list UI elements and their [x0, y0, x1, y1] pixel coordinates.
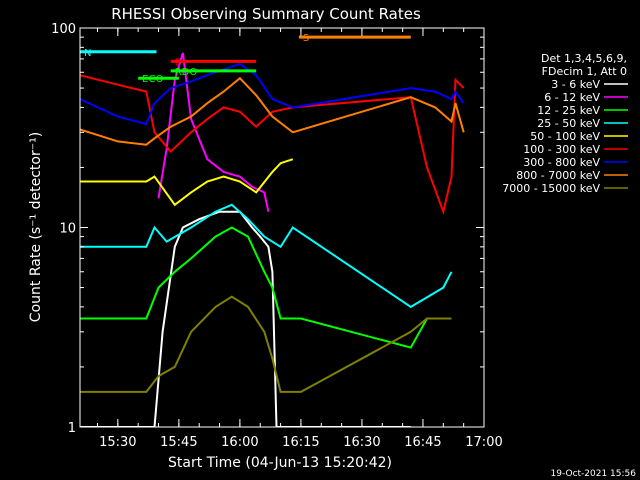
- legend-entry-label: 50 - 100 keV: [530, 130, 600, 143]
- x-tick-label: 16:15: [282, 435, 319, 450]
- series-line-3-6keV: [80, 210, 411, 427]
- legend-entry-label: 100 - 300 keV: [523, 143, 600, 156]
- x-tick-label: 16:30: [343, 435, 380, 450]
- series-line-800-7000keV: [80, 76, 465, 146]
- legend-entry-label: 6 - 12 keV: [544, 91, 600, 104]
- flag-label-F: F: [175, 57, 181, 68]
- axes: 1 10 100 15:30 15:45 16:00 16:15 16:30 16:45 17:0…: [51, 22, 503, 450]
- legend-entry-label: 3 - 6 keV: [551, 78, 600, 91]
- x-tick-label: 15:30: [99, 435, 136, 450]
- series-line-300-800keV: [80, 62, 465, 126]
- y-axis-label: Count Rate (s⁻¹ detector⁻¹): [28, 132, 44, 322]
- x-tick-label: 16:00: [221, 435, 258, 450]
- flag-label-RDO: RDO: [175, 67, 198, 78]
- legend-entry-label: 7000 - 15000 keV: [502, 182, 600, 195]
- series-line-12-25keV: [80, 226, 452, 349]
- x-tick-label: 15:45: [160, 435, 197, 450]
- legend-header: Det 1,3,4,5,6,9,: [541, 52, 627, 65]
- flag-label-ECO: ECO: [142, 74, 163, 85]
- x-tick-label: 16:45: [404, 435, 441, 450]
- x-tick-label: 17:00: [465, 435, 502, 450]
- footer-date: 19-Oct-2021 15:56: [551, 469, 637, 479]
- flag-label-N: N: [84, 48, 91, 59]
- x-axis-label: Start Time (04-Jun-13 15:20:42): [168, 455, 392, 471]
- legend-entry-label: 25 - 50 keV: [537, 117, 600, 130]
- legend: Det 1,3,4,5,6,9,FDecim 1, Att 03 - 6 keV…: [502, 52, 628, 195]
- legend-entry-label: 300 - 800 keV: [523, 156, 600, 169]
- series-line-7000-15000keV: [80, 295, 452, 393]
- y-tick-label: 1: [68, 421, 76, 436]
- legend-header: FDecim 1, Att 0: [542, 65, 627, 78]
- y-tick-label: 100: [51, 22, 76, 37]
- flag-label-S: S: [303, 33, 309, 44]
- legend-entry-label: 12 - 25 keV: [537, 104, 600, 117]
- chart-title: RHESSI Observing Summary Count Rates: [111, 5, 421, 23]
- legend-entry-label: 800 - 7000 keV: [516, 169, 600, 182]
- y-tick-label: 10: [59, 222, 76, 237]
- series-line-100-300keV: [80, 74, 465, 216]
- series-line-6-12keV: [157, 52, 270, 212]
- series-line-50-100keV: [80, 158, 294, 207]
- series-line-25-50keV: [80, 203, 453, 309]
